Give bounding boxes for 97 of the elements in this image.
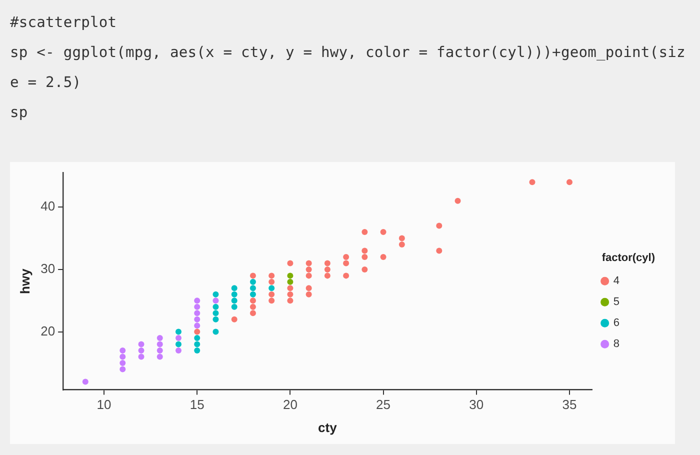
point <box>398 242 405 248</box>
point <box>212 291 219 298</box>
y-tick-label: 40 <box>40 198 56 214</box>
point <box>194 322 200 329</box>
point <box>436 248 442 254</box>
point <box>138 354 144 360</box>
point <box>175 348 182 354</box>
point <box>362 266 368 272</box>
x-axis-title: cty <box>318 420 338 435</box>
text: sp <- ggplot(mpg, aes(x = cty, y = hwy, color = factor(cyl)))+geom_point(size = 2.5) <box>10 43 686 93</box>
text: sp <box>10 103 29 123</box>
x-tick-label: 15 <box>190 397 204 412</box>
point <box>268 291 275 298</box>
x-tick-label: 10 <box>96 397 112 412</box>
point <box>156 335 163 342</box>
point <box>436 222 442 229</box>
point <box>566 179 572 186</box>
point <box>454 198 461 204</box>
point <box>194 348 200 354</box>
point <box>324 260 330 266</box>
point <box>120 360 126 366</box>
point <box>82 378 88 385</box>
point <box>380 254 386 260</box>
point <box>268 272 275 279</box>
y-tick-label: 30 <box>40 261 56 276</box>
point <box>194 335 200 342</box>
legend-label: 5 <box>613 296 620 308</box>
point <box>250 304 256 310</box>
point <box>194 310 200 316</box>
point <box>268 278 275 285</box>
text: #scatterplot <box>10 13 118 33</box>
point <box>212 298 219 304</box>
point <box>156 354 163 360</box>
point <box>212 310 219 316</box>
point <box>120 354 126 360</box>
point <box>287 278 294 285</box>
legend-label: 6 <box>613 317 620 330</box>
point <box>287 260 294 266</box>
point <box>362 254 368 260</box>
legend-label: 8 <box>613 338 620 350</box>
point <box>343 272 350 279</box>
point <box>268 298 275 304</box>
point <box>175 328 182 335</box>
point <box>250 278 256 285</box>
point <box>398 235 405 242</box>
point <box>250 298 256 304</box>
point <box>231 291 238 298</box>
point <box>529 179 536 186</box>
point <box>250 310 256 316</box>
y-tick-label: 20 <box>40 323 56 338</box>
point <box>306 260 312 266</box>
point <box>194 316 200 322</box>
point <box>212 316 219 322</box>
point <box>287 272 294 279</box>
point <box>175 341 182 348</box>
point <box>120 348 126 354</box>
point <box>250 272 256 279</box>
point <box>231 298 238 304</box>
point <box>156 341 163 348</box>
point <box>287 298 294 304</box>
point <box>194 341 200 348</box>
point <box>212 304 219 310</box>
x-tick-label: 35 <box>562 397 577 412</box>
point <box>362 248 368 254</box>
point <box>324 266 330 272</box>
point <box>250 291 256 298</box>
x-tick-label: 30 <box>469 397 484 412</box>
point <box>287 285 294 292</box>
point <box>306 285 312 292</box>
point <box>343 254 350 260</box>
point <box>343 260 350 266</box>
legend-title: factor(cyl) <box>602 252 656 264</box>
point <box>194 328 200 335</box>
point <box>306 291 312 298</box>
point <box>268 285 275 292</box>
point <box>306 272 312 279</box>
y-axis-title: hwy <box>17 268 32 294</box>
point <box>324 272 330 279</box>
legend-label: 4 <box>613 275 620 288</box>
point <box>194 298 200 304</box>
point <box>212 328 219 335</box>
point <box>194 304 200 310</box>
point <box>306 266 312 272</box>
point <box>231 316 238 322</box>
point <box>138 341 144 348</box>
point <box>380 229 386 236</box>
point <box>362 229 368 236</box>
point <box>120 366 126 372</box>
point <box>156 348 163 354</box>
point <box>231 304 238 310</box>
x-tick-label: 20 <box>282 397 298 412</box>
point <box>138 348 144 354</box>
point <box>250 285 256 292</box>
point <box>231 285 238 292</box>
x-tick-label: 25 <box>376 397 391 412</box>
point <box>287 291 294 298</box>
point <box>175 335 182 342</box>
